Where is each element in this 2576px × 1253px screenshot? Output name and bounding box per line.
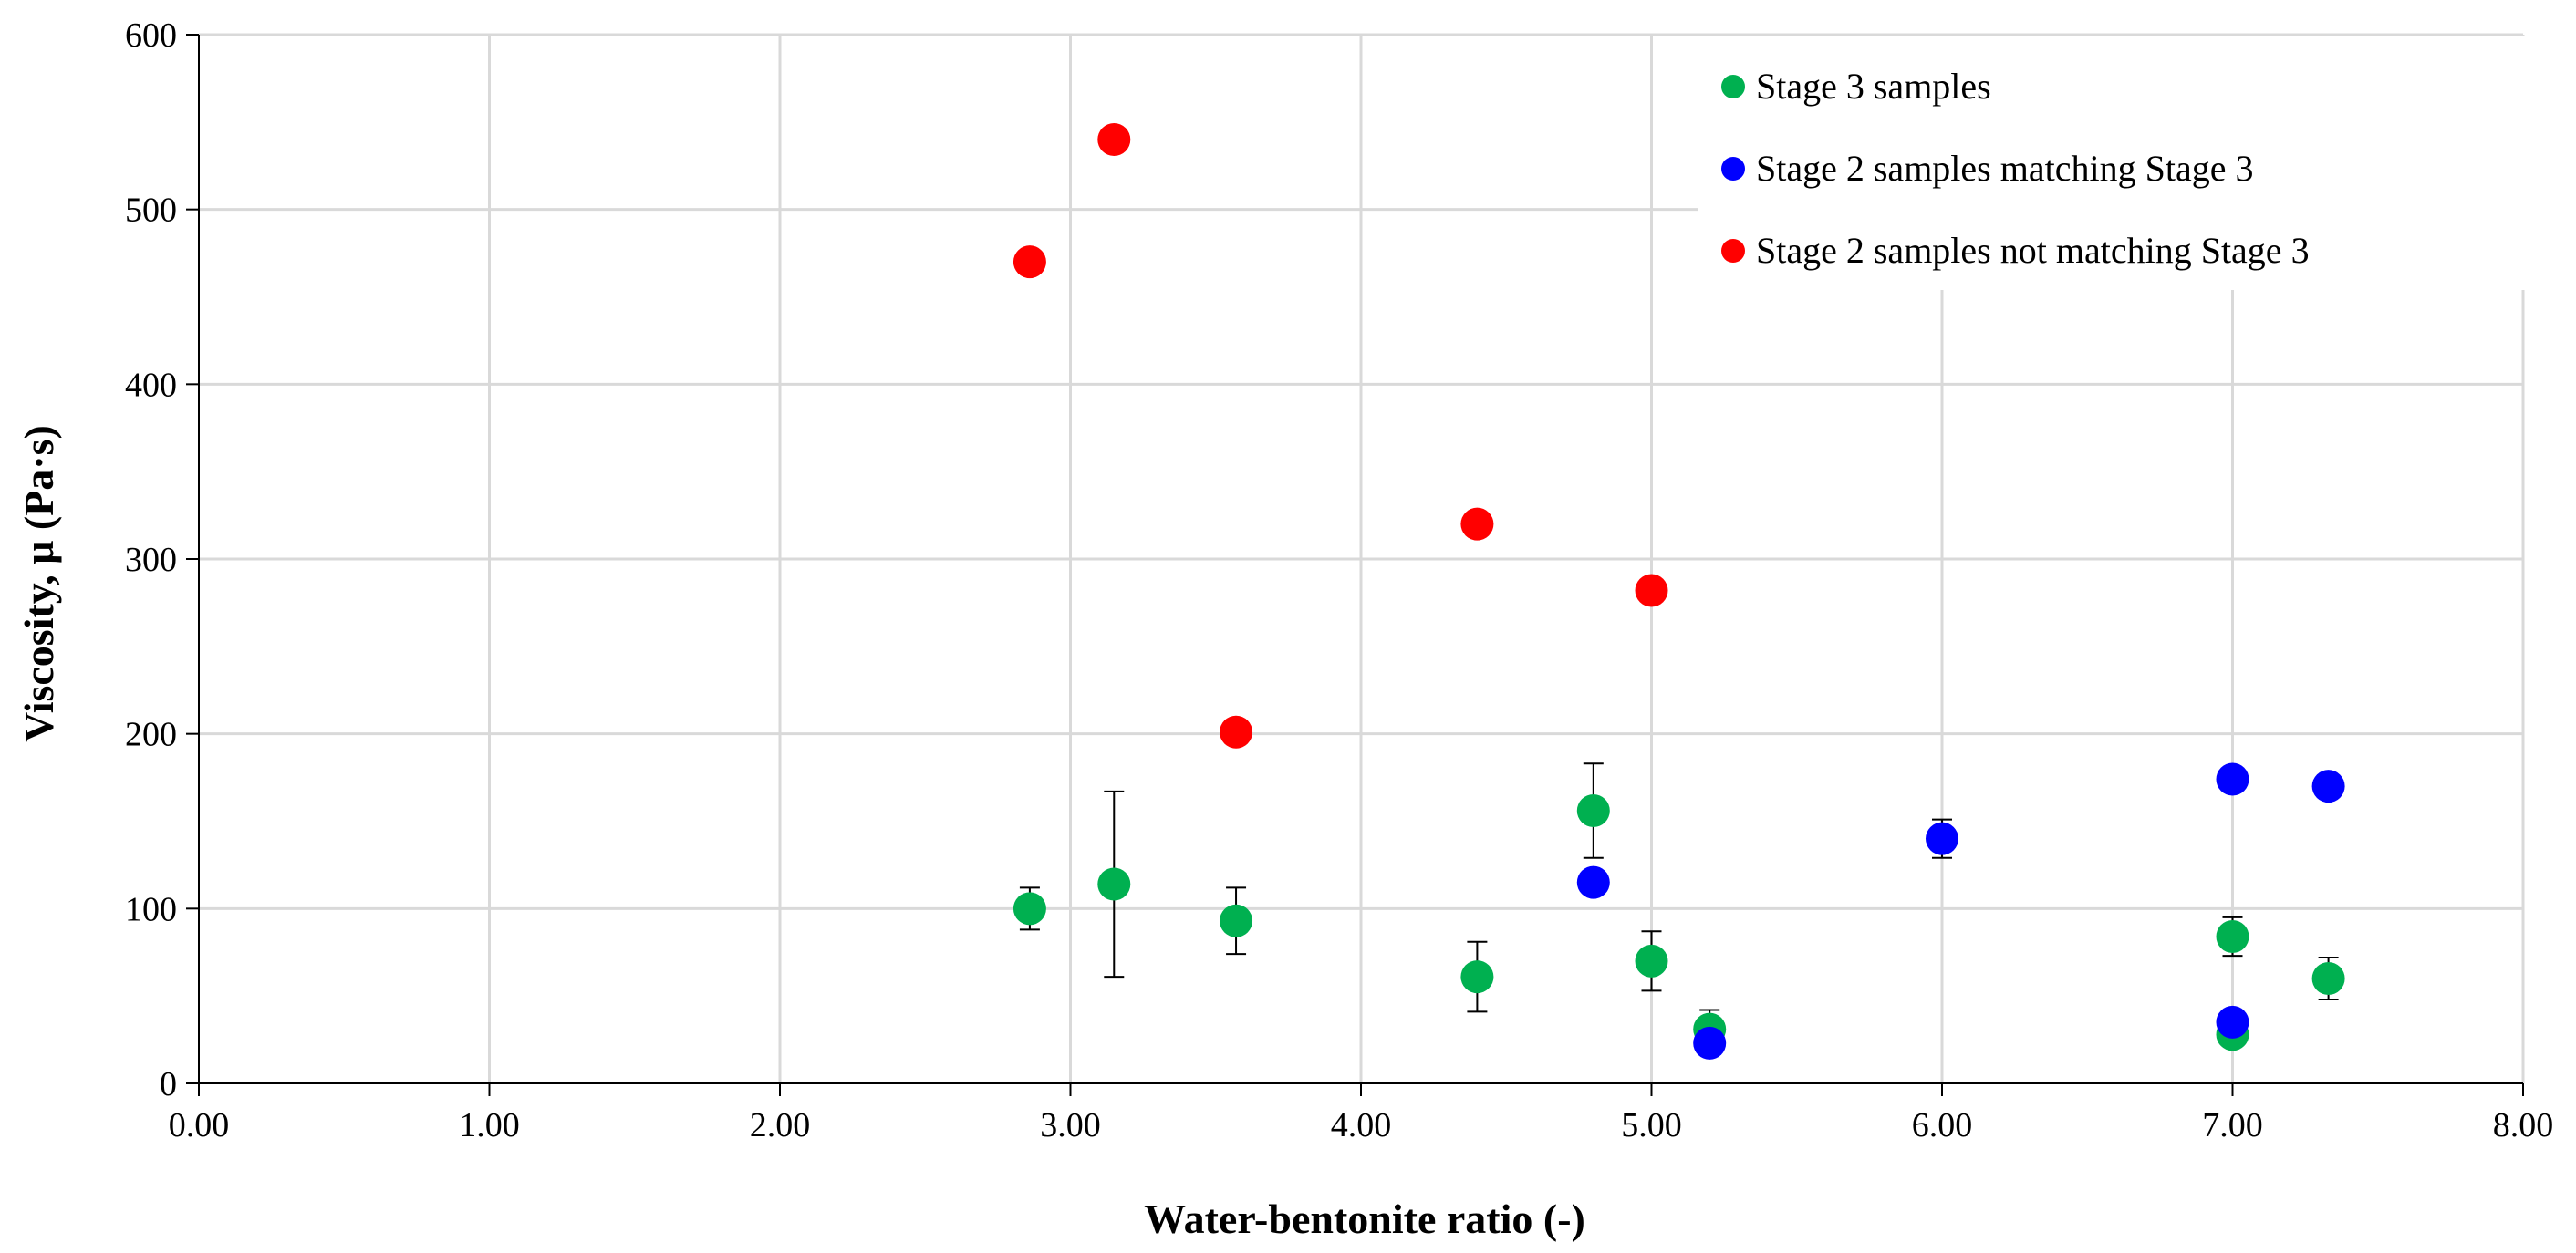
point-stage3 [1576, 794, 1610, 827]
point-stage2-not-matching [1220, 715, 1253, 749]
y-tick-label: 0 [160, 1065, 177, 1103]
y-tick-label: 200 [125, 716, 177, 754]
x-tick-label: 7.00 [2202, 1106, 2263, 1144]
point-stage2-matching [1926, 822, 1958, 855]
legend-marker-stage2-matching [1721, 157, 1745, 181]
x-tick-label: 2.00 [750, 1106, 811, 1144]
point-stage2-not-matching [1460, 507, 1494, 541]
y-tick-label: 600 [125, 16, 177, 55]
legend: Stage 3 samples Stage 2 samples matching… [1698, 36, 2538, 290]
point-stage2-matching [2311, 770, 2345, 803]
point-stage3 [2311, 962, 2345, 995]
point-stage3 [2216, 920, 2249, 953]
y-tick-label: 100 [125, 890, 177, 928]
x-tick-label: 1.00 [459, 1106, 520, 1144]
point-stage3 [1220, 904, 1253, 937]
legend-marker-stage3 [1721, 75, 1745, 98]
point-stage2-not-matching [1097, 123, 1131, 156]
legend-marker-stage2-not-matching [1721, 239, 1745, 263]
point-stage2-matching [2216, 1005, 2249, 1039]
point-stage2-matching [1693, 1026, 1727, 1060]
point-stage3 [1097, 867, 1131, 901]
x-tick-label: 8.00 [2493, 1106, 2554, 1144]
x-tick-label: 3.00 [1040, 1106, 1101, 1144]
point-stage2-not-matching [1635, 574, 1668, 607]
legend-label-stage2-matching: Stage 2 samples matching Stage 3 [1756, 148, 2253, 189]
legend-background [1698, 36, 2538, 290]
point-stage3 [1460, 960, 1494, 994]
y-tick-label: 300 [125, 541, 177, 579]
point-stage2-matching [1576, 865, 1610, 899]
legend-label-stage3: Stage 3 samples [1756, 66, 1991, 107]
y-tick-label: 500 [125, 192, 177, 230]
point-stage3 [1013, 892, 1046, 926]
x-tick-label: 6.00 [1912, 1106, 1973, 1144]
tick-labels: 0.00 1.00 2.00 3.00 4.00 5.00 6.00 7.00 8.00 0 100… [125, 16, 2553, 1144]
axes [186, 34, 2524, 1096]
data-points [1013, 123, 2345, 1060]
y-tick-label: 400 [125, 366, 177, 404]
x-tick-label: 4.00 [1331, 1106, 1392, 1144]
point-stage2-matching [2216, 762, 2249, 796]
x-axis-title: Water-bentonite ratio (-) [1144, 1196, 1585, 1242]
x-tick-label: 5.00 [1621, 1106, 1682, 1144]
point-stage3 [1635, 944, 1668, 978]
legend-label-stage2-not-matching: Stage 2 samples not matching Stage 3 [1756, 230, 2310, 271]
point-stage2-not-matching [1013, 245, 1046, 279]
x-tick-label: 0.00 [169, 1106, 230, 1144]
y-axis-title: Viscosity, μ (Pa·s) [16, 425, 62, 742]
